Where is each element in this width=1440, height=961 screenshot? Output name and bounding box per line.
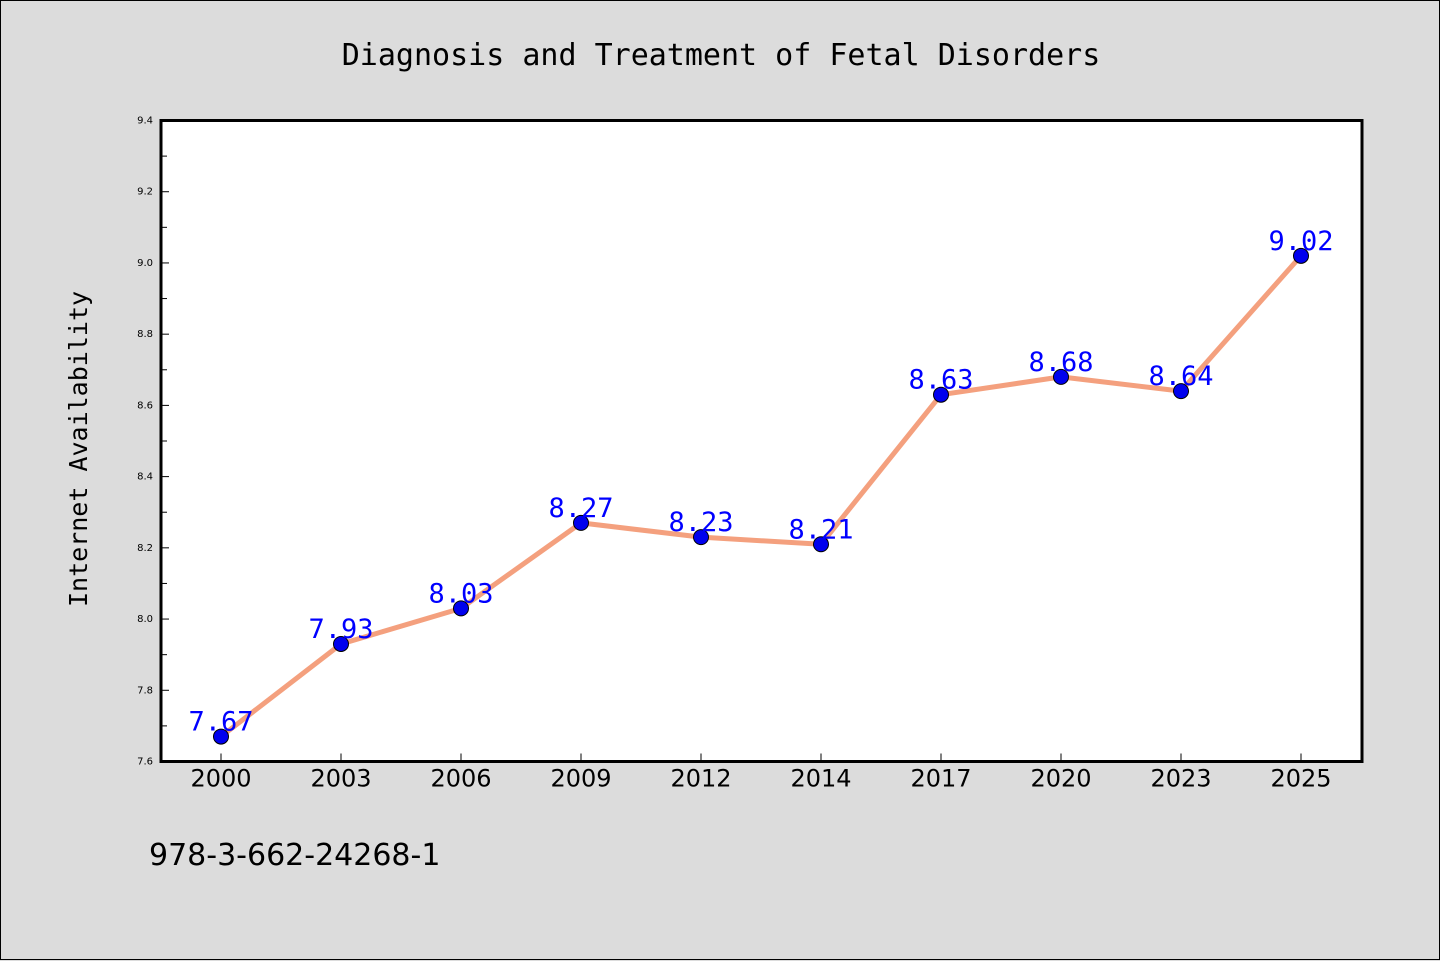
data-label: 8.21	[788, 514, 853, 545]
x-axis: 2000 2003 2006 2009 2012 2014 2017 2020 2023 2025	[190, 753, 1332, 793]
series-path	[218, 253, 1304, 740]
y-tick-label: 8.0	[137, 614, 153, 625]
data-label: 8.23	[668, 507, 733, 538]
data-point	[813, 536, 829, 553]
series-line	[218, 253, 1304, 740]
y-tick-label: 9.0	[137, 258, 153, 269]
x-tick-label: 2003	[310, 765, 371, 793]
data-point	[1053, 368, 1069, 385]
series-markers	[213, 247, 1309, 745]
data-label: 9.02	[1268, 226, 1333, 257]
data-label: 7.67	[188, 707, 253, 738]
plot-border	[159, 119, 1364, 763]
data-point	[1293, 247, 1309, 264]
data-point	[453, 600, 469, 617]
y-tick-label: 8.4	[137, 472, 153, 483]
x-tick-label: 2014	[790, 765, 851, 793]
data-label: 7.93	[308, 614, 373, 645]
x-tick-label: 2025	[1270, 765, 1331, 793]
data-label: 8.63	[908, 365, 973, 396]
y-axis-label: Internet Availability	[64, 291, 93, 607]
y-tick-label: 7.6	[137, 757, 153, 768]
data-label: 8.68	[1028, 347, 1093, 378]
plot-area	[161, 120, 1362, 762]
y-tick-label: 8.2	[137, 543, 153, 554]
x-tick-label: 2000	[190, 765, 251, 793]
x-tick-label: 2006	[430, 765, 491, 793]
data-label: 8.03	[428, 578, 493, 609]
data-point	[933, 386, 949, 403]
x-tick-label: 2020	[1030, 765, 1091, 793]
y-tick-label: 7.8	[137, 685, 153, 696]
y-tick-label: 9.4	[137, 116, 153, 127]
isbn-annotation: 978-3-662-24268-1	[149, 838, 440, 873]
chart-title: Diagnosis and Treatment of Fetal Disorde…	[342, 38, 1101, 73]
data-label: 8.27	[548, 493, 613, 524]
y-tick-label: 8.8	[137, 329, 153, 340]
y-tick-label: 9.2	[137, 187, 153, 198]
y-axis: 7.6 7.8 8.0 8.2 8.4 8.6 8.8 9.0 9.2 9.4	[137, 116, 169, 768]
data-point	[693, 529, 709, 546]
x-tick-label: 2009	[550, 765, 611, 793]
y-tick-label: 8.6	[137, 400, 153, 411]
x-tick-label: 2012	[670, 765, 731, 793]
data-point	[213, 728, 229, 745]
x-tick-label: 2017	[910, 765, 971, 793]
data-labels: 7.67 7.93 8.03 8.27 8.23 8.21 8.63 8.68 8.64 9.02	[188, 226, 1333, 738]
data-label: 8.64	[1148, 361, 1213, 392]
data-point	[333, 635, 349, 652]
x-tick-label: 2023	[1150, 765, 1211, 793]
data-point	[573, 514, 589, 531]
data-point	[1173, 383, 1189, 400]
